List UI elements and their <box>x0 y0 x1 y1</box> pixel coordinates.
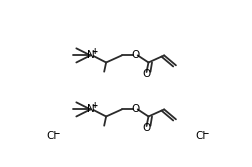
Text: O: O <box>141 69 150 79</box>
Text: N: N <box>86 104 94 114</box>
Text: O: O <box>141 123 150 133</box>
Text: Cl: Cl <box>46 131 56 141</box>
Text: +: + <box>91 101 98 110</box>
Text: O: O <box>131 50 139 60</box>
Text: +: + <box>91 47 98 56</box>
Text: −: − <box>53 129 59 138</box>
Text: N: N <box>86 50 94 60</box>
Text: O: O <box>131 104 139 114</box>
Text: Cl: Cl <box>195 131 205 141</box>
Text: −: − <box>202 129 208 138</box>
